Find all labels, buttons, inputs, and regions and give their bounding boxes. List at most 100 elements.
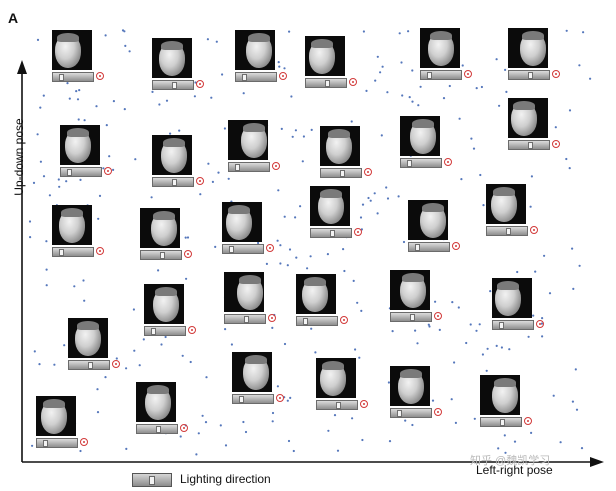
lighting-slider (486, 226, 528, 236)
lighting-slider (232, 394, 274, 404)
face-thumbnail (152, 38, 192, 78)
scatter-point (302, 135, 305, 138)
scatter-point (78, 89, 81, 92)
scatter-point (125, 367, 128, 370)
scatter-point (277, 189, 280, 192)
lighting-slider (296, 316, 338, 326)
face-thumbnail (486, 184, 526, 224)
circle-marker-icon (104, 167, 112, 175)
scatter-point (112, 100, 115, 103)
scatter-point (123, 30, 126, 33)
scatter-point (138, 364, 141, 367)
circle-marker-icon (96, 72, 104, 80)
scatter-point (294, 129, 297, 132)
scatter-point (32, 181, 36, 184)
circle-marker-icon (434, 312, 442, 320)
scatter-point (529, 205, 532, 208)
scatter-point (199, 193, 202, 196)
circle-marker-icon (452, 242, 460, 250)
scatter-point (461, 64, 464, 67)
scatter-point (189, 360, 192, 364)
scatter-point (411, 423, 414, 427)
face-thumbnail (420, 28, 460, 68)
scatter-point (63, 344, 66, 347)
circle-marker-icon (349, 78, 357, 86)
scatter-point (28, 220, 32, 223)
y-axis-arrow (17, 60, 27, 74)
face-thumbnail (508, 28, 548, 68)
scatter-point (485, 369, 488, 372)
watermark: 知乎 @魏凯学习 (470, 455, 551, 467)
scatter-point (75, 90, 78, 93)
scatter-point (206, 38, 209, 41)
scatter-point (36, 38, 40, 42)
face-thumbnail (68, 318, 108, 358)
circle-marker-icon (536, 320, 544, 328)
lighting-slider (400, 158, 442, 168)
scatter-point (475, 329, 478, 332)
scatter-point (201, 414, 204, 417)
scatter-point (350, 120, 353, 123)
scatter-point (158, 103, 161, 106)
scatter-point (66, 82, 69, 85)
scatter-point (398, 32, 401, 35)
face-thumbnail (296, 274, 336, 314)
circle-marker-icon (96, 247, 104, 255)
scatter-point (105, 124, 108, 127)
scatter-point (479, 173, 482, 177)
scatter-point (351, 417, 354, 420)
scatter-point (283, 215, 286, 218)
face-thumbnail (224, 272, 264, 312)
scatter-point (360, 309, 363, 312)
scatter-point (193, 95, 196, 98)
face-thumbnail (408, 200, 448, 240)
lighting-slider (228, 162, 270, 172)
scatter-point (427, 323, 430, 326)
lighting-slider (316, 400, 358, 410)
lighting-slider (390, 408, 432, 418)
scatter-point (361, 203, 365, 206)
scatter-point (465, 341, 468, 345)
scatter-point (473, 417, 476, 420)
scatter-point (280, 127, 283, 130)
circle-marker-icon (364, 168, 372, 176)
scatter-point (365, 89, 368, 92)
scatter-point (42, 94, 45, 97)
y-axis-label: Up-down pose (12, 118, 26, 196)
scatter-point (532, 314, 535, 317)
scatter-point (575, 408, 579, 411)
scatter-point (286, 264, 289, 267)
face-thumbnail (136, 382, 176, 422)
scatter-point (271, 411, 275, 415)
face-thumbnail (390, 366, 430, 406)
scatter-point (314, 351, 317, 354)
lighting-slider (310, 228, 352, 238)
scatter-point (387, 381, 390, 384)
scatter-point (367, 196, 370, 200)
circle-marker-icon (340, 316, 348, 324)
scatter-point (195, 453, 198, 456)
lighting-slider (480, 417, 522, 427)
scatter-point (205, 376, 208, 379)
scatter-point (309, 255, 312, 258)
scatter-point (411, 100, 414, 103)
scatter-point (286, 399, 289, 402)
scatter-point (541, 335, 544, 338)
scatter-point (83, 119, 86, 122)
scatter-point (242, 420, 245, 424)
scatter-point (574, 368, 577, 371)
circle-marker-icon (272, 162, 280, 170)
scatter-point (292, 449, 295, 453)
circle-marker-icon (354, 228, 362, 236)
scatter-point (45, 284, 48, 287)
scatter-point (184, 236, 187, 239)
face-thumbnail (144, 284, 184, 324)
circle-marker-icon (552, 70, 560, 78)
face-thumbnail (320, 126, 360, 166)
scatter-point (343, 269, 346, 273)
face-thumbnail (140, 208, 180, 248)
scatter-point (185, 277, 188, 280)
face-thumbnail (235, 30, 275, 70)
scatter-point (552, 394, 555, 397)
lighting-slider (224, 314, 266, 324)
